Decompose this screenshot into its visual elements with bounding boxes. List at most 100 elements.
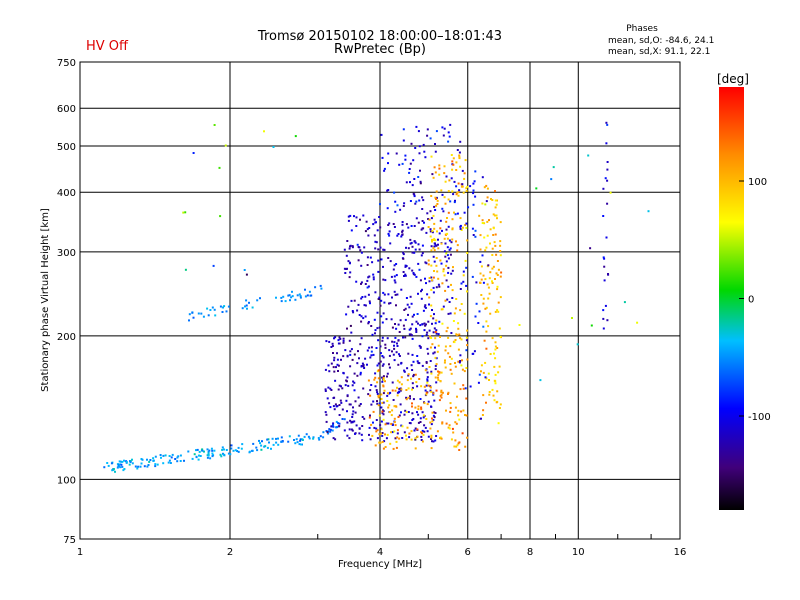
data-point [395,405,398,408]
data-point [383,389,386,392]
data-point [419,417,422,420]
data-point [387,152,390,155]
data-point [437,277,440,280]
data-point [234,449,237,452]
data-point [440,308,443,311]
data-point [211,306,214,309]
data-point [430,390,433,393]
data-point [492,213,495,216]
data-point [435,329,438,332]
data-point [328,428,331,431]
data-point [369,256,372,259]
data-point [167,461,170,464]
data-point [436,430,439,433]
data-point [411,269,414,272]
data-point [494,233,497,236]
data-point [455,193,458,196]
data-point [296,294,299,297]
data-point [491,267,494,270]
data-point [496,199,498,202]
data-point [337,370,339,372]
data-point [333,370,336,373]
data-point [384,346,387,349]
data-point [388,354,391,357]
data-point [497,301,500,304]
data-point [377,394,380,397]
data-point [434,376,437,379]
data-point [197,312,200,315]
data-point [168,455,171,457]
data-point [214,314,217,317]
data-point [437,374,440,377]
data-point [454,406,457,409]
data-point [301,438,304,441]
data-point [485,306,488,309]
data-point [415,327,417,330]
data-point [369,356,372,359]
data-point [432,214,435,217]
data-point [317,437,320,439]
data-point [426,403,429,406]
data-point [447,266,450,269]
data-point [364,295,367,298]
data-point [367,322,370,325]
data-point [259,442,261,445]
data-point [479,248,482,251]
data-point [266,438,269,441]
data-point [400,376,403,379]
data-point [447,198,450,201]
data-point [410,334,413,337]
data-point [346,410,348,413]
data-point [188,319,190,322]
data-point [376,311,379,314]
data-point [394,424,397,427]
data-point [442,210,445,213]
data-point [441,207,444,210]
data-point [411,184,414,187]
data-point [484,361,487,364]
data-point [384,423,387,426]
data-point [473,180,476,183]
data-point [393,430,396,433]
data-point [399,208,402,211]
data-point [335,405,338,408]
data-point [431,173,434,176]
data-point [416,355,419,357]
y-tick-label: 300 [57,248,76,259]
data-point [418,248,421,251]
data-point [340,358,342,361]
data-point [299,296,302,299]
data-point [489,353,492,355]
data-point [482,409,485,412]
data-point [415,125,418,128]
data-point [479,234,482,237]
data-point [393,405,396,408]
data-point [334,379,337,382]
data-point [485,320,488,323]
data-point [387,392,389,395]
data-point [440,262,443,265]
data-point [379,424,382,427]
data-point [356,374,359,377]
data-point [447,312,450,315]
hv-status: HV Off [86,39,129,54]
data-point [322,431,325,434]
data-point [429,230,432,233]
data-point [326,431,329,434]
data-point [387,293,390,296]
data-point [448,248,451,251]
data-point [402,128,405,131]
data-point [426,371,429,374]
data-point [437,247,440,250]
data-point [403,327,406,330]
data-point [426,331,429,334]
data-point [320,287,323,290]
data-point [482,297,485,300]
data-point [438,232,441,235]
data-point [332,437,335,440]
data-point [424,306,427,309]
data-point [403,275,405,277]
data-point [351,384,354,387]
data-point [329,428,332,431]
data-point [382,363,385,366]
